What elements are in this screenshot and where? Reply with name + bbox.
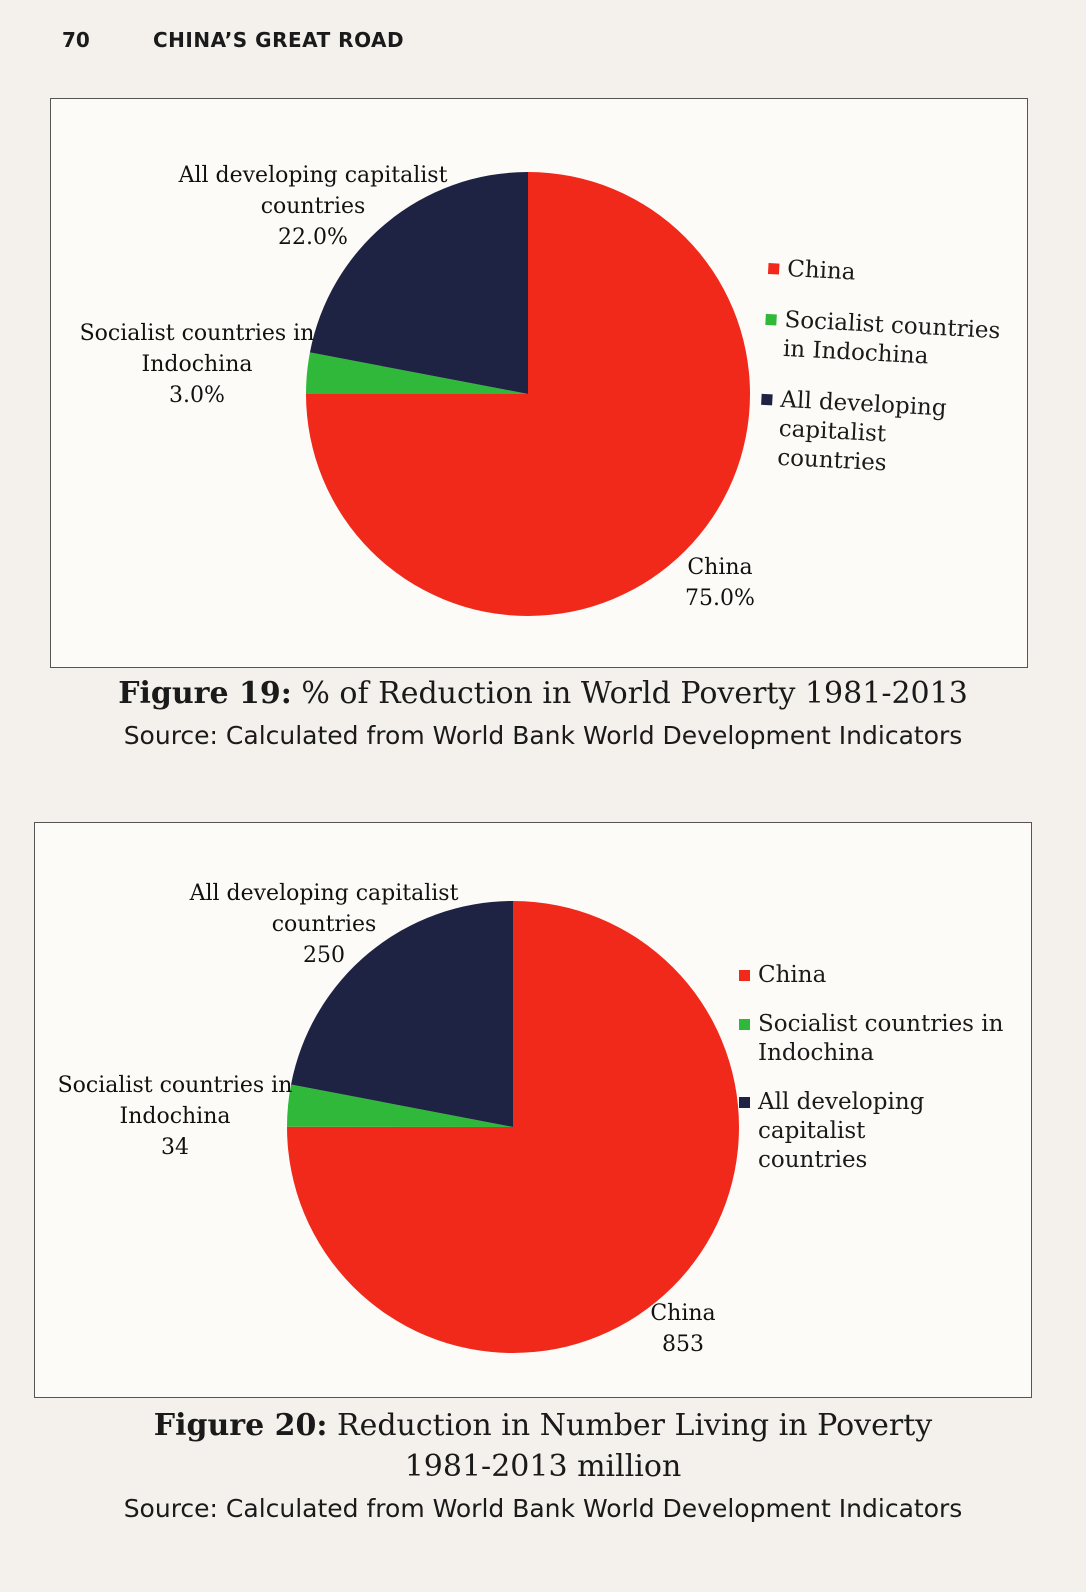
data-label-indochina: Socialist countries in Indochina 3.0%	[80, 321, 315, 408]
figure-20-chart-panel: China 853 Socialist countries in Indochina 3…	[34, 822, 1032, 1398]
data-label-capitalist: All developing capitalist countries 250	[189, 881, 459, 968]
figure-20-caption: Figure 20: Reduction in Number Living in…	[0, 1408, 1086, 1523]
legend-swatch-indochina	[739, 1019, 750, 1030]
legend-item-china: China	[739, 961, 1019, 990]
running-title: CHINA’S GREAT ROAD	[152, 28, 405, 52]
data-label-capitalist: All developing capitalist countries 22.0%	[178, 163, 448, 250]
figure-20-source: Source: Calculated from World Bank World…	[123, 1494, 963, 1523]
pie-slice-indochina	[287, 1084, 513, 1127]
legend-swatch-indochina	[765, 313, 777, 326]
pie-slice-indochina	[306, 352, 528, 394]
legend-item-capitalist: All developing capitalist countries	[739, 1088, 1019, 1175]
data-label-indochina: Socialist countries in Indochina 34	[58, 1073, 293, 1160]
figure-19-chart-panel: China 75.0% Socialist countries in Indochin…	[50, 98, 1028, 668]
figure-19-source: Source: Calculated from World Bank World…	[123, 721, 963, 750]
figure-20-title: Reduction in Number Living in Poverty	[337, 1408, 933, 1443]
pie-slice-capitalist	[309, 172, 528, 394]
legend-label-china: China	[758, 962, 827, 988]
figure-19-title-line: Figure 19: % of Reduction in World Pover…	[0, 676, 1086, 711]
legend-label-capitalist: All developing capitalist countries	[776, 386, 948, 477]
legend-label-capitalist: All developing capitalist countries	[758, 1089, 925, 1173]
figure-20-legend: China Socialist countries in Indochina All …	[739, 961, 1019, 1195]
data-label-china: China 853	[650, 1301, 715, 1357]
figure-19-caption: Figure 19: % of Reduction in World Pover…	[0, 676, 1086, 750]
running-head: 70 CHINA’S GREAT ROAD	[62, 28, 404, 52]
legend-label-china: China	[786, 255, 857, 286]
legend-swatch-capitalist	[739, 1097, 750, 1108]
legend-item-capitalist: All developing capitalist countries	[758, 385, 1002, 484]
legend-swatch-china	[739, 970, 750, 981]
legend-item-indochina: Socialist countries in Indochina	[763, 305, 1006, 375]
pie-slice-china	[287, 901, 739, 1353]
figure-20-pie-chart: China 853 Socialist countries in Indochina 3…	[58, 881, 739, 1357]
pie-slice-capitalist	[291, 901, 513, 1127]
legend-swatch-china	[767, 262, 780, 275]
figure-19-label: Figure 19:	[118, 676, 292, 711]
data-label-china: China 75.0%	[685, 555, 755, 611]
figure-19-title: % of Reduction in World Poverty 1981-201…	[301, 676, 968, 711]
legend-label-indochina: Socialist countries in Indochina	[758, 1011, 1004, 1066]
legend-label-indochina: Socialist countries in Indochina	[782, 306, 1001, 370]
figure-19-pie-chart: China 75.0% Socialist countries in Indochin…	[80, 163, 755, 616]
figure-20-subtitle: 1981-2013 million	[404, 1449, 682, 1484]
legend-item-indochina: Socialist countries in Indochina	[739, 1010, 1019, 1068]
figure-19-legend: China Socialist countries in Indochina All …	[756, 254, 1008, 506]
figure-20-title-line: Figure 20: Reduction in Number Living in…	[0, 1408, 1086, 1443]
legend-swatch-capitalist	[761, 393, 773, 406]
page-number: 70	[62, 28, 90, 52]
figure-20-label: Figure 20:	[153, 1408, 328, 1443]
